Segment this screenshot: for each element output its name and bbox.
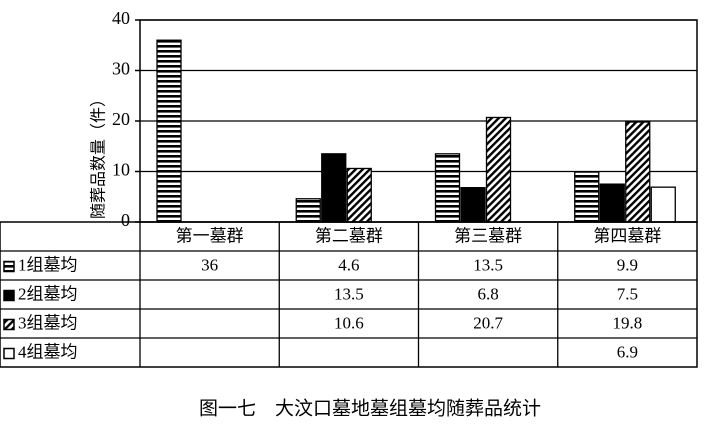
bar	[650, 186, 676, 223]
bar	[625, 121, 651, 223]
table-value: 6.9	[617, 342, 638, 361]
y-tick-label: 40	[112, 8, 130, 28]
bar	[460, 187, 486, 223]
table-value: 20.7	[473, 313, 503, 332]
bar	[485, 116, 512, 223]
y-tick-label: 10	[112, 160, 130, 180]
y-tick-label: 0	[121, 210, 130, 230]
table-value: 7.5	[617, 284, 638, 303]
legend-label: 4组墓均	[18, 342, 78, 361]
chart-caption: 图一七 大汶口墓地墓组墓均随葬品统计	[199, 397, 541, 419]
category-label: 第二墓群	[315, 226, 383, 245]
table-value: 9.9	[617, 255, 638, 274]
y-axis-title: 随葬品数量（件）	[90, 91, 108, 219]
table-value: 19.8	[613, 313, 643, 332]
y-tick-label: 20	[112, 109, 130, 129]
bar	[599, 183, 625, 223]
legend-swatch	[3, 260, 15, 273]
table-value: 4.6	[338, 255, 359, 274]
legend-swatch	[3, 347, 15, 360]
legend-swatch	[3, 318, 15, 331]
legend-swatch	[3, 289, 15, 302]
table-frame	[0, 221, 698, 368]
table-value: 6.8	[478, 284, 499, 303]
table-value: 36	[201, 255, 218, 274]
legend-label: 3组墓均	[18, 313, 78, 332]
table-value: 13.5	[473, 255, 503, 274]
bar	[434, 153, 461, 223]
bar	[321, 153, 347, 223]
legend-label: 1组墓均	[18, 255, 78, 274]
table-value: 10.6	[334, 313, 364, 332]
category-label: 第四墓群	[593, 226, 661, 245]
bar	[346, 167, 372, 223]
bar	[574, 171, 600, 223]
category-label: 第一墓群	[176, 226, 244, 245]
bar	[156, 39, 182, 223]
y-tick-label: 30	[112, 59, 130, 79]
bar	[295, 198, 321, 223]
legend-label: 2组墓均	[18, 284, 78, 303]
category-label: 第三墓群	[454, 226, 522, 245]
table-value: 13.5	[334, 284, 364, 303]
